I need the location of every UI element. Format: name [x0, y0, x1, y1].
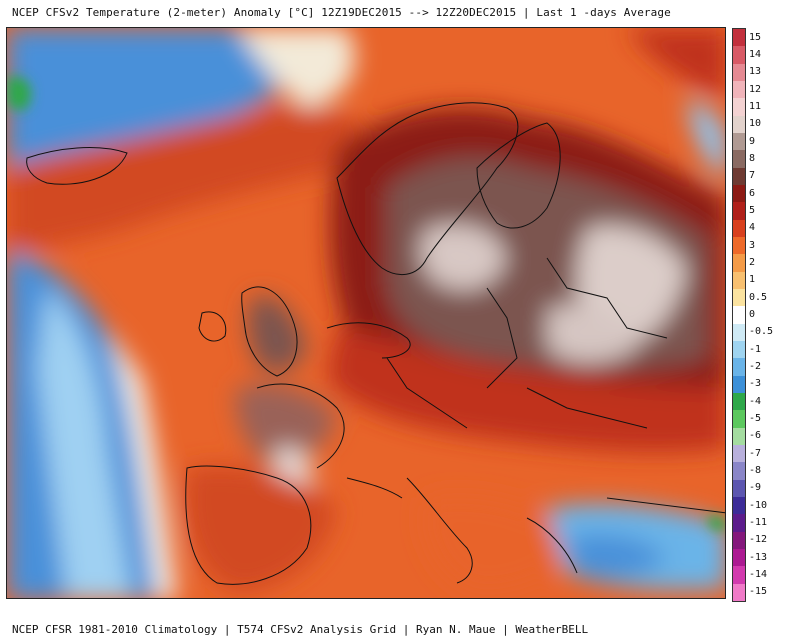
color-scale-label: 6: [749, 187, 756, 199]
color-scale-label: 11: [749, 101, 762, 112]
color-scale-label: -0.5: [749, 326, 774, 338]
color-scale-label: 12: [749, 83, 762, 95]
color-scale-label: 0.5: [749, 291, 768, 303]
color-scale-label: -2: [749, 361, 762, 372]
color-scale-label: -1: [749, 343, 762, 355]
map-title: NCEP CFSv2 Temperature (2-meter) Anomaly…: [12, 6, 671, 19]
color-scale-label: 7: [749, 170, 756, 182]
color-scale-label: 2: [749, 257, 756, 268]
color-scale-swatch: [733, 514, 745, 533]
color-scale-label: 14: [749, 49, 762, 60]
color-scale-swatch: [733, 427, 745, 446]
color-scale-label: -9: [749, 482, 762, 494]
color-scale-swatch: [733, 462, 745, 481]
color-scale-swatch: [733, 341, 745, 359]
color-scale-swatch: [733, 566, 745, 585]
color-scale-swatch: [733, 445, 745, 463]
color-scale-label: -11: [749, 517, 768, 528]
anomaly-map: [6, 27, 726, 599]
color-scale-label: -15: [749, 586, 768, 598]
color-scale-label: -3: [749, 378, 762, 390]
color-scale-swatch: [733, 497, 745, 515]
temperature-field: [7, 28, 725, 598]
coastlines: [26, 102, 725, 585]
color-scale-swatch: [733, 479, 745, 498]
color-scale-swatch: [733, 133, 745, 151]
color-scale-swatch: [733, 375, 745, 394]
color-scale-label: 13: [749, 66, 762, 78]
color-scale-label: -8: [749, 465, 762, 476]
color-scale-label: 5: [749, 205, 756, 216]
map-credit: NCEP CFSR 1981-2010 Climatology | T574 C…: [12, 623, 589, 636]
color-scale-swatch: [733, 531, 745, 550]
color-scale-swatch: [733, 202, 745, 221]
color-scale-label: -13: [749, 551, 768, 563]
color-scale-swatch: [733, 237, 745, 255]
color-scale-bar: [732, 28, 746, 602]
color-scale-swatch: [733, 81, 745, 99]
color-scale-swatch: [733, 393, 745, 411]
color-scale-label: 10: [749, 118, 762, 130]
color-scale-label: 3: [749, 239, 756, 251]
anomaly-map-svg: [7, 28, 725, 598]
color-scale-swatch: [733, 63, 745, 82]
color-scale-swatch: [733, 410, 745, 429]
color-scale-swatch: [733, 306, 745, 325]
color-scale-label: 0: [749, 309, 756, 320]
color-scale-label: 9: [749, 135, 756, 147]
color-scale-swatch: [733, 46, 745, 65]
color-scale-label: 4: [749, 222, 756, 234]
color-scale-swatch: [733, 29, 745, 47]
color-scale-label: 8: [749, 153, 756, 164]
color-scale-label: -14: [749, 569, 768, 580]
color-scale-swatch: [733, 358, 745, 377]
color-scale-swatch: [733, 115, 745, 134]
color-scale-swatch: [733, 254, 745, 273]
color-scale-swatch: [733, 323, 745, 342]
color-scale-swatch: [733, 150, 745, 169]
color-scale-swatch: [733, 185, 745, 203]
color-scale-swatch: [733, 549, 745, 567]
color-scale-swatch: [733, 167, 745, 186]
color-scale-label: -6: [749, 430, 762, 442]
color-scale-swatch: [733, 271, 745, 290]
color-scale-swatch: [733, 98, 745, 117]
color-scale-label: -4: [749, 395, 762, 407]
color-scale-label: -10: [749, 499, 768, 511]
color-scale-label: 1: [749, 274, 756, 286]
color-scale-label: -7: [749, 447, 762, 459]
color-scale-label: -12: [749, 534, 768, 546]
color-scale-swatch: [733, 583, 745, 602]
color-scale-swatch: [733, 219, 745, 238]
color-scale-label: -5: [749, 413, 762, 424]
color-scale-label: 15: [749, 31, 762, 43]
color-scale-swatch: [733, 289, 745, 307]
